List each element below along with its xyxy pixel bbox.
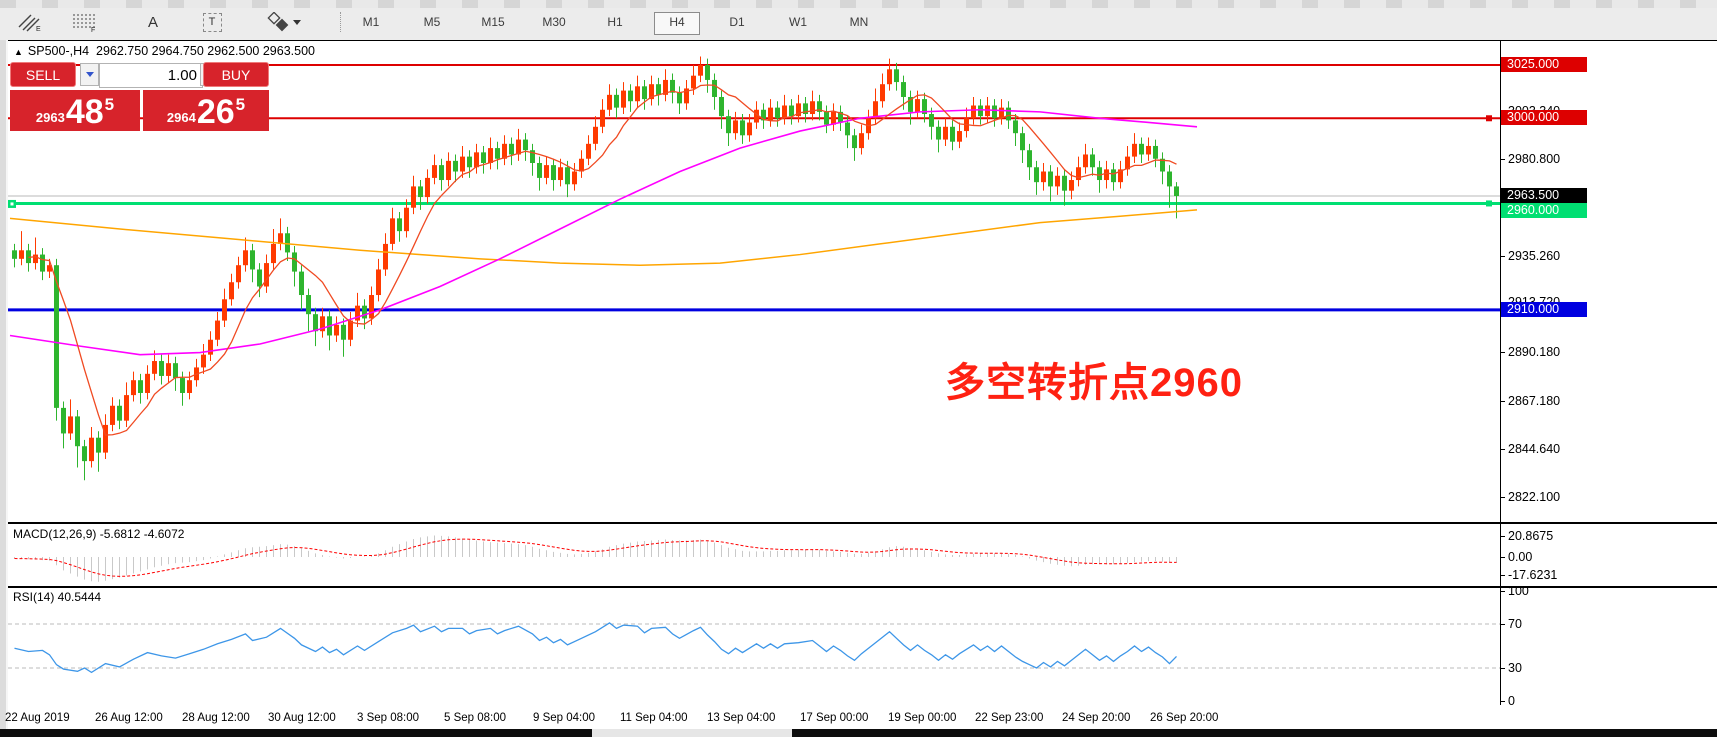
svg-text:F: F <box>91 27 95 32</box>
arrow-objects-icon[interactable] <box>263 11 303 33</box>
time-axis-label: 11 Sep 04:00 <box>620 712 688 724</box>
rsi-axis-tick-mark <box>1500 668 1505 669</box>
macd-axis-tick-mark <box>1500 557 1505 558</box>
time-axis[interactable] <box>8 705 1717 729</box>
price-axis-tick: 2890.180 <box>1508 345 1561 360</box>
macd-axis-tick: 0.00 <box>1508 550 1533 564</box>
time-axis-label: 28 Aug 12:00 <box>182 712 250 724</box>
timeframe-button-W1[interactable]: W1 <box>789 15 807 29</box>
rsi-canvas[interactable] <box>8 587 1500 704</box>
macd-canvas[interactable] <box>8 523 1500 585</box>
sell-price-base: 2963 <box>35 110 65 125</box>
macd-axis-tick: 20.8675 <box>1508 528 1554 543</box>
price-axis-tick: 2980.800 <box>1508 152 1561 167</box>
rsi-axis-tick: 70 <box>1508 617 1522 631</box>
price-axis-tick: 2844.640 <box>1508 442 1561 457</box>
chart-title: ▲ SP500-,H4 2962.750 2964.750 2962.500 29… <box>14 44 315 58</box>
buy-price-base: 2964 <box>166 110 196 125</box>
price-axis-border <box>1500 40 1501 705</box>
buy-price-display[interactable]: 2964 26 5 <box>143 90 269 131</box>
timeframe-button-M1[interactable]: M1 <box>362 15 380 29</box>
price-axis-tick-mark <box>1500 401 1505 403</box>
down-arrow-icon <box>85 72 94 77</box>
text-box-icon[interactable]: T <box>202 11 222 33</box>
text-box-glyph: T <box>202 12 222 32</box>
macd-axis-tick-mark <box>1500 535 1505 537</box>
equidistant-channel-icon[interactable]: E <box>16 11 44 33</box>
volume-decrease-button[interactable] <box>80 63 99 86</box>
price-axis-tick: 2822.100 <box>1508 490 1561 505</box>
sell-price-fraction: 5 <box>104 95 115 114</box>
timeframe-button-M5[interactable]: M5 <box>423 15 441 29</box>
svg-text:E: E <box>36 26 41 32</box>
price-level-badge: 3025.000 <box>1501 57 1587 73</box>
macd-indicator-pane[interactable] <box>8 523 1717 587</box>
timeframe-button-MN[interactable]: MN <box>849 15 869 29</box>
chart-toolbar: E F A T M1 M5 M15 M30 H1 H4 D1 W1 MN <box>0 8 1717 37</box>
price-axis-tick-mark <box>1500 352 1505 354</box>
chart-annotation-text: 多空转折点2960 <box>945 361 1243 405</box>
sell-price-pips: 48 <box>65 93 104 131</box>
time-axis-label: 26 Aug 12:00 <box>95 712 163 724</box>
time-axis-label: 24 Sep 20:00 <box>1062 712 1131 724</box>
timeframe-button-M30[interactable]: M30 <box>542 15 566 29</box>
rsi-axis-tick: 100 <box>1508 584 1529 598</box>
rsi-axis-tick-mark <box>1500 701 1505 702</box>
price-axis-tick-mark <box>1500 497 1505 499</box>
taskbar-edge <box>0 729 1717 737</box>
rsi-axis-tick-mark <box>1500 624 1505 625</box>
chart-symbol-label: SP500-,H4 <box>27 44 90 58</box>
price-axis-tick-mark <box>1500 256 1505 258</box>
volume-input[interactable] <box>99 63 203 88</box>
taskbar-edge-gap <box>592 729 792 737</box>
timeframe-button-D1[interactable]: D1 <box>729 15 745 29</box>
text-label-icon[interactable]: A <box>147 13 158 31</box>
sell-price-display[interactable]: 2963 48 5 <box>10 90 140 131</box>
time-axis-label: 3 Sep 08:00 <box>357 712 420 724</box>
macd-axis-tick-mark <box>1500 575 1505 577</box>
rsi-axis-tick: 0 <box>1508 694 1515 708</box>
rsi-label: RSI(14) 40.5444 <box>13 590 102 604</box>
collapse-triangle-icon[interactable]: ▲ <box>14 47 23 57</box>
buy-price-fraction: 5 <box>235 95 246 114</box>
time-axis-label: 26 Sep 20:00 <box>1150 712 1219 724</box>
fibonacci-retracement-icon[interactable]: F <box>70 11 100 33</box>
rsi-axis-tick-mark <box>1500 591 1505 592</box>
time-axis-label: 5 Sep 08:00 <box>444 712 507 724</box>
time-axis-label: 22 Aug 2019 <box>5 712 70 724</box>
time-axis-label: 22 Sep 23:00 <box>975 712 1044 724</box>
time-axis-label: 30 Aug 12:00 <box>268 712 336 724</box>
toolbar-separator <box>340 12 341 32</box>
price-level-badge: 2960.000 <box>1501 203 1587 219</box>
timeframe-button-H4[interactable]: H4 <box>654 12 700 35</box>
timeframe-button-M15[interactable]: M15 <box>481 15 505 29</box>
price-level-badge: 3000.000 <box>1501 110 1587 126</box>
price-axis-tick: 2935.260 <box>1508 249 1561 264</box>
price-axis-tick: 2867.180 <box>1508 394 1561 409</box>
price-level-badge: 2963.500 <box>1501 188 1587 203</box>
price-chart-pane[interactable] <box>8 40 1717 523</box>
rsi-axis-tick: 30 <box>1508 661 1522 675</box>
buy-button[interactable]: BUY <box>203 62 269 87</box>
timeframe-button-H1[interactable]: H1 <box>607 15 623 29</box>
buy-price-pips: 26 <box>196 93 235 131</box>
price-axis-tick-mark <box>1500 449 1505 451</box>
price-chart-canvas[interactable] <box>8 40 1500 521</box>
time-axis-label: 19 Sep 00:00 <box>888 712 957 724</box>
price-level-badge: 2910.000 <box>1501 301 1587 317</box>
time-axis-label: 9 Sep 04:00 <box>533 712 596 724</box>
time-axis-label: 13 Sep 04:00 <box>707 712 776 724</box>
sell-button[interactable]: SELL <box>10 62 76 87</box>
one-click-trading-panel: SELL BUY 2963 48 5 2964 26 5 <box>10 62 269 131</box>
chart-ohlc-values: 2962.750 2964.750 2962.500 2963.500 <box>96 44 315 58</box>
time-axis-label: 17 Sep 00:00 <box>800 712 869 724</box>
price-axis-tick-mark <box>1500 159 1505 161</box>
macd-axis-tick: -17.6231 <box>1508 568 1558 583</box>
macd-label: MACD(12,26,9) -5.6812 -4.6072 <box>13 527 185 541</box>
